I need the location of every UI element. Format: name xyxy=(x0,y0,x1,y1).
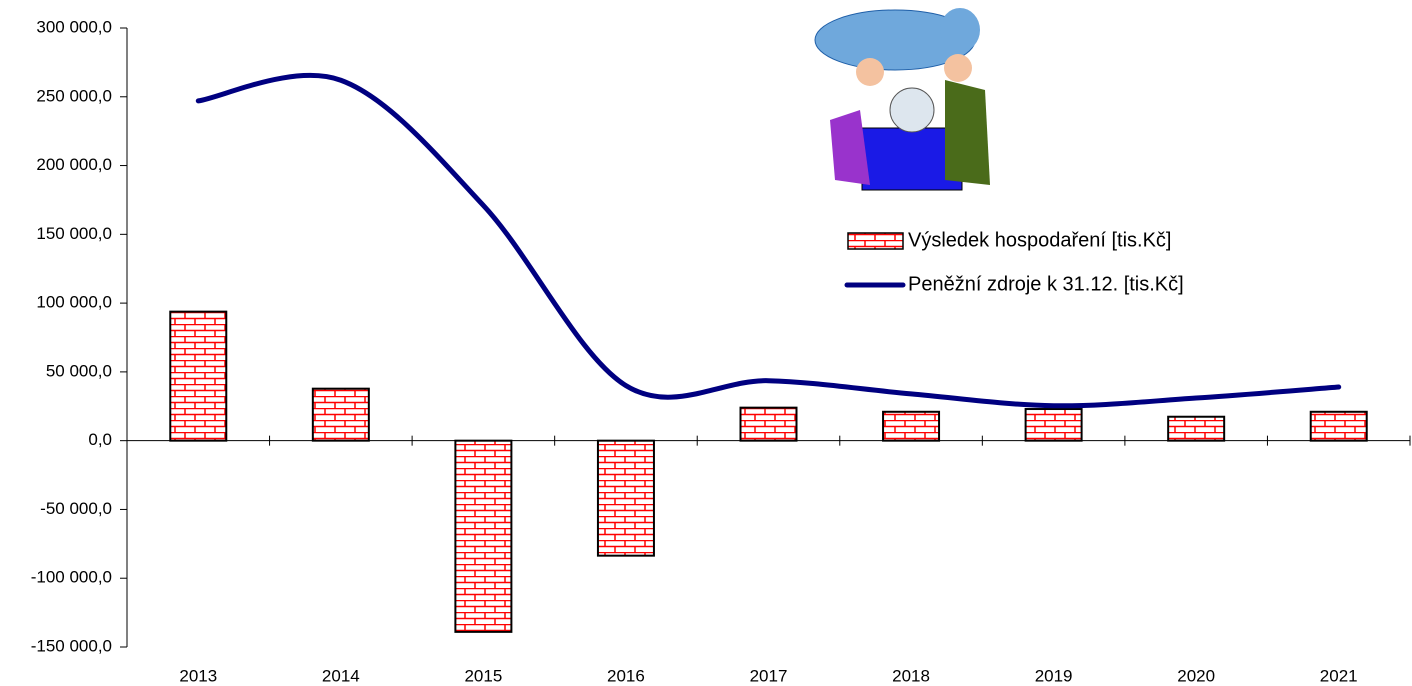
legend-swatch xyxy=(848,233,903,249)
y-tick-label: -150 000,0 xyxy=(31,636,112,655)
x-tick-label: 2015 xyxy=(464,666,502,685)
y-tick-label: 100 000,0 xyxy=(36,293,112,312)
x-tick-label: 2016 xyxy=(607,666,645,685)
bar xyxy=(170,312,226,441)
legend-label: Výsledek hospodaření [tis.Kč] xyxy=(908,229,1171,251)
bar xyxy=(1311,412,1367,441)
x-tick-label: 2013 xyxy=(179,666,217,685)
legend-label: Peněžní zdroje k 31.12. [tis.Kč] xyxy=(908,273,1184,295)
y-tick-label: 250 000,0 xyxy=(36,86,112,105)
bar xyxy=(1168,417,1224,441)
y-tick-label: 0,0 xyxy=(88,430,112,449)
x-tick-label: 2014 xyxy=(322,666,360,685)
y-tick-label: 50 000,0 xyxy=(46,361,112,380)
bar xyxy=(741,408,797,441)
x-tick-label: 2019 xyxy=(1035,666,1073,685)
y-tick-label: 150 000,0 xyxy=(36,224,112,243)
bar xyxy=(313,389,369,441)
bar xyxy=(598,441,654,556)
x-tick-label: 2018 xyxy=(892,666,930,685)
y-tick-label: 200 000,0 xyxy=(36,155,112,174)
y-tick-label: -100 000,0 xyxy=(31,568,112,587)
bar xyxy=(1026,409,1082,441)
chart: -150 000,0 -100 000,0 -50 000,0 0,0 50 000,0… xyxy=(0,0,1412,686)
y-tick-label: 300 000,0 xyxy=(36,17,112,36)
x-tick-label: 2017 xyxy=(750,666,788,685)
x-tick-label: 2020 xyxy=(1177,666,1215,685)
y-tick-label: -50 000,0 xyxy=(40,499,112,518)
bar xyxy=(455,441,511,632)
bar xyxy=(883,412,939,441)
clipart xyxy=(815,8,990,190)
x-tick-label: 2021 xyxy=(1320,666,1358,685)
